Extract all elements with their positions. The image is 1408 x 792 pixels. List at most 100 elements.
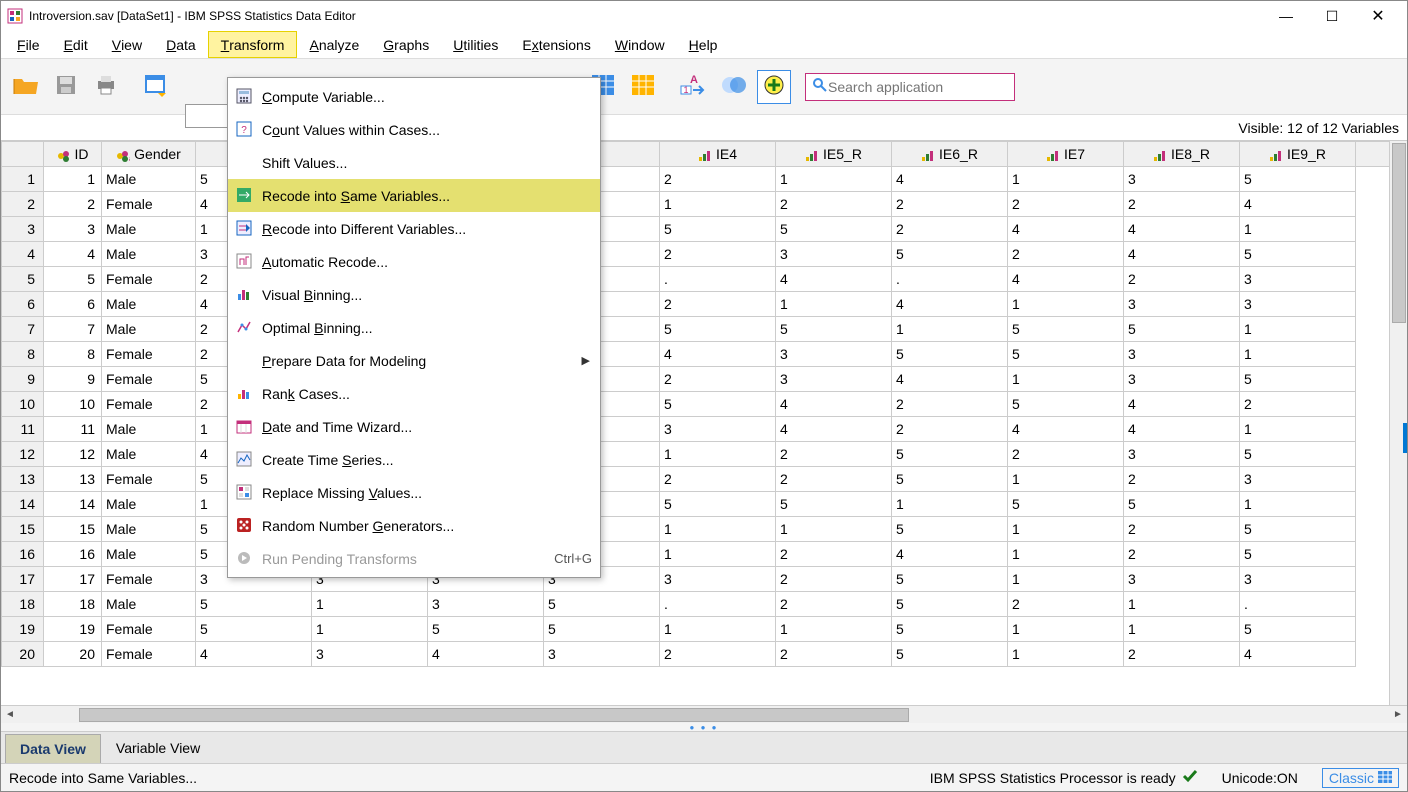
row-number[interactable]: 3 [2,217,44,242]
cell[interactable]: 6 [44,292,102,317]
row-number[interactable]: 17 [2,567,44,592]
menu-item-date-and-time-wizard[interactable]: Date and Time Wizard... [228,410,600,443]
cell[interactable]: 5 [1240,167,1356,192]
cell[interactable]: Female [102,267,196,292]
cell[interactable]: 4 [1124,392,1240,417]
menu-window[interactable]: Window [603,31,677,58]
hscroll-right-arrow[interactable]: ► [1389,709,1407,720]
table-row[interactable]: 11Male5214135 [2,167,1408,192]
pane-resize-grip[interactable]: ● ● ● [1,723,1407,731]
col-header-ID[interactable]: ID [44,142,102,167]
row-number[interactable]: 15 [2,517,44,542]
tab-variable-view[interactable]: Variable View [101,733,215,763]
cell[interactable]: 3 [776,342,892,367]
cell[interactable]: 5 [892,642,1008,667]
cell[interactable]: 5 [892,242,1008,267]
table-row[interactable]: 1111Male1342441 [2,417,1408,442]
cell[interactable]: 2 [776,542,892,567]
cell[interactable]: 2 [892,217,1008,242]
menu-item-visual-binning[interactable]: Visual Binning... [228,278,600,311]
cell[interactable]: 2 [776,192,892,217]
table-row[interactable]: 33Male1552441 [2,217,1408,242]
cell[interactable]: Male [102,217,196,242]
cell[interactable]: Male [102,442,196,467]
cell[interactable]: 1 [1008,517,1124,542]
cell[interactable]: 5 [1008,317,1124,342]
maximize-button[interactable]: ☐ [1309,1,1355,31]
tab-data-view[interactable]: Data View [5,734,101,763]
cell[interactable]: 4 [1124,217,1240,242]
hscroll-left-arrow[interactable]: ◄ [1,709,19,720]
cell[interactable]: 20 [44,642,102,667]
cell[interactable]: 5 [1124,317,1240,342]
cell[interactable]: 2 [660,292,776,317]
table-row[interactable]: 1818Male5135.2521. [2,592,1408,617]
cell[interactable]: 3 [1240,267,1356,292]
cell[interactable]: 1 [1008,367,1124,392]
cell[interactable]: 2 [660,167,776,192]
cell[interactable]: 5 [428,617,544,642]
cell[interactable]: 5 [1240,517,1356,542]
cell[interactable]: 1 [1240,492,1356,517]
cell[interactable]: 3 [1124,367,1240,392]
table-row[interactable]: 55Female2.4.423 [2,267,1408,292]
status-theme[interactable]: Classic [1322,768,1399,788]
cell[interactable]: 16 [44,542,102,567]
cell[interactable]: 2 [1124,517,1240,542]
corner-cell[interactable] [2,142,44,167]
select-cases-button[interactable] [757,70,791,104]
cell[interactable]: 1 [892,317,1008,342]
table-row[interactable]: 1313Female5225123 [2,467,1408,492]
cell[interactable]: Female [102,392,196,417]
row-number[interactable]: 6 [2,292,44,317]
menu-item-recode-into-different-variables[interactable]: Recode into Different Variables... [228,212,600,245]
row-number[interactable]: 11 [2,417,44,442]
minimize-button[interactable]: ― [1263,1,1309,31]
cell[interactable]: 2 [1008,192,1124,217]
cell[interactable]: . [660,592,776,617]
cell[interactable]: 2 [660,467,776,492]
print-button[interactable] [89,70,123,104]
cell[interactable]: 3 [428,592,544,617]
cell[interactable]: 2 [660,242,776,267]
cell[interactable]: 1 [660,192,776,217]
cell[interactable]: 4 [1240,192,1356,217]
cell[interactable]: 8 [44,342,102,367]
cell[interactable]: 2 [1240,392,1356,417]
cell[interactable]: 9 [44,367,102,392]
cell[interactable]: 2 [776,642,892,667]
table-row[interactable]: 1717Female3333325133 [2,567,1408,592]
cell[interactable]: 1 [1008,467,1124,492]
cell[interactable]: 3 [1240,467,1356,492]
cell[interactable]: 3 [1124,292,1240,317]
menu-item-create-time-series[interactable]: Create Time Series... [228,443,600,476]
cell[interactable]: 2 [776,467,892,492]
table-row[interactable]: 1515Male5115125 [2,517,1408,542]
row-number[interactable]: 14 [2,492,44,517]
cell[interactable]: 3 [544,642,660,667]
menu-item-recode-into-same-variables[interactable]: Recode into Same Variables... [228,179,600,212]
search-input[interactable] [828,79,1009,95]
cell[interactable]: 3 [44,217,102,242]
cell[interactable]: 5 [1240,367,1356,392]
cell[interactable]: 17 [44,567,102,592]
cell[interactable]: 5 [892,467,1008,492]
use-sets-button[interactable] [717,70,751,104]
cell[interactable]: Female [102,642,196,667]
cell[interactable]: 1 [776,617,892,642]
cell[interactable]: 2 [1124,642,1240,667]
cell[interactable]: Female [102,617,196,642]
cell[interactable]: 4 [1008,417,1124,442]
cell[interactable]: 3 [1240,567,1356,592]
col-header-IE4[interactable]: IE4 [660,142,776,167]
cell[interactable]: 5 [1240,242,1356,267]
cell[interactable]: Male [102,317,196,342]
table-row[interactable]: 22Female4122224 [2,192,1408,217]
cell[interactable]: Female [102,367,196,392]
cell[interactable]: 5 [544,617,660,642]
menu-data[interactable]: Data [154,31,208,58]
cell[interactable]: 1 [660,617,776,642]
cell[interactable]: 5 [1008,342,1124,367]
row-number[interactable]: 13 [2,467,44,492]
col-header-IE6_R[interactable]: IE6_R [892,142,1008,167]
